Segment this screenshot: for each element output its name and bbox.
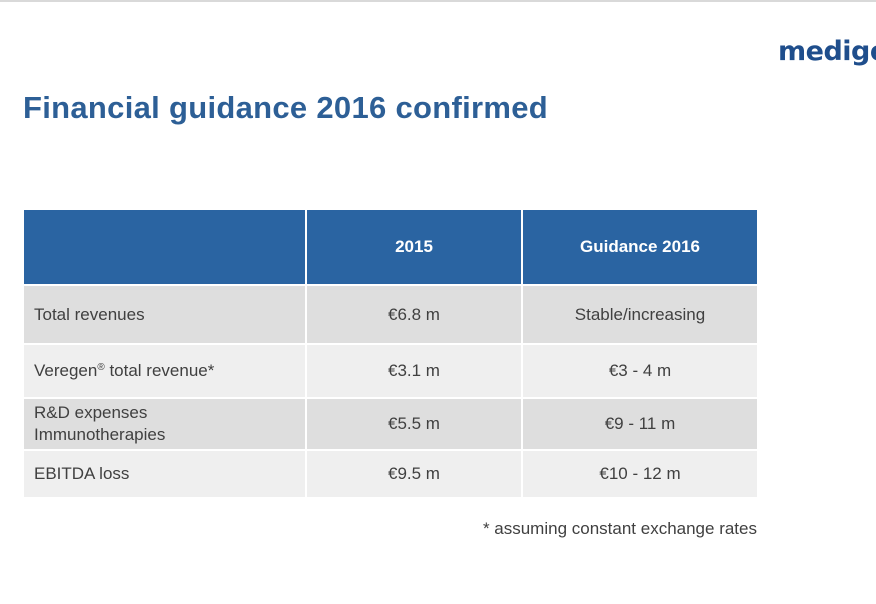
- value-2015: €6.8 m: [305, 284, 522, 344]
- value-2015: €9.5 m: [305, 449, 522, 497]
- table-row: EBITDA loss €9.5 m €10 - 12 m: [24, 449, 757, 497]
- label-rd-line2: Immunotherapies: [34, 425, 166, 444]
- value-guidance-2016: €3 - 4 m: [521, 343, 757, 398]
- label-rd-line1: R&D expenses: [34, 403, 148, 422]
- header-2015: 2015: [305, 210, 522, 285]
- table-header-row: 2015 Guidance 2016: [24, 210, 757, 285]
- top-divider: [0, 0, 876, 2]
- company-logo: medigen: [778, 36, 876, 67]
- footnote: * assuming constant exchange rates: [482, 519, 757, 538]
- value-guidance-2016: €10 - 12 m: [521, 449, 757, 497]
- table-row: R&D expenses Immunotherapies €5.5 m €9 - …: [24, 397, 757, 450]
- header-empty-cell: [24, 210, 306, 285]
- label-total-revenue: total revenue*: [104, 361, 215, 380]
- registered-mark: ®: [97, 362, 105, 373]
- financial-guidance-table: 2015 Guidance 2016 Total revenues €6.8 m…: [24, 210, 757, 497]
- value-guidance-2016: Stable/increasing: [521, 284, 757, 344]
- value-guidance-2016: €9 - 11 m: [521, 397, 757, 450]
- value-2015: €5.5 m: [305, 397, 522, 450]
- row-label-rd-expenses: R&D expenses Immunotherapies: [24, 397, 306, 450]
- row-label-ebitda-loss: EBITDA loss: [24, 449, 306, 497]
- row-label-veregen-revenue: Veregen® total revenue*: [24, 343, 306, 398]
- label-veregen: Veregen: [34, 361, 98, 380]
- table-row: Total revenues €6.8 m Stable/increasing: [24, 284, 757, 344]
- row-label-total-revenues: Total revenues: [24, 284, 306, 344]
- page-title: Financial guidance 2016 confirmed: [23, 90, 549, 125]
- header-guidance-2016: Guidance 2016: [521, 210, 757, 285]
- table-row: Veregen® total revenue* €3.1 m €3 - 4 m: [24, 343, 757, 398]
- value-2015: €3.1 m: [305, 343, 522, 398]
